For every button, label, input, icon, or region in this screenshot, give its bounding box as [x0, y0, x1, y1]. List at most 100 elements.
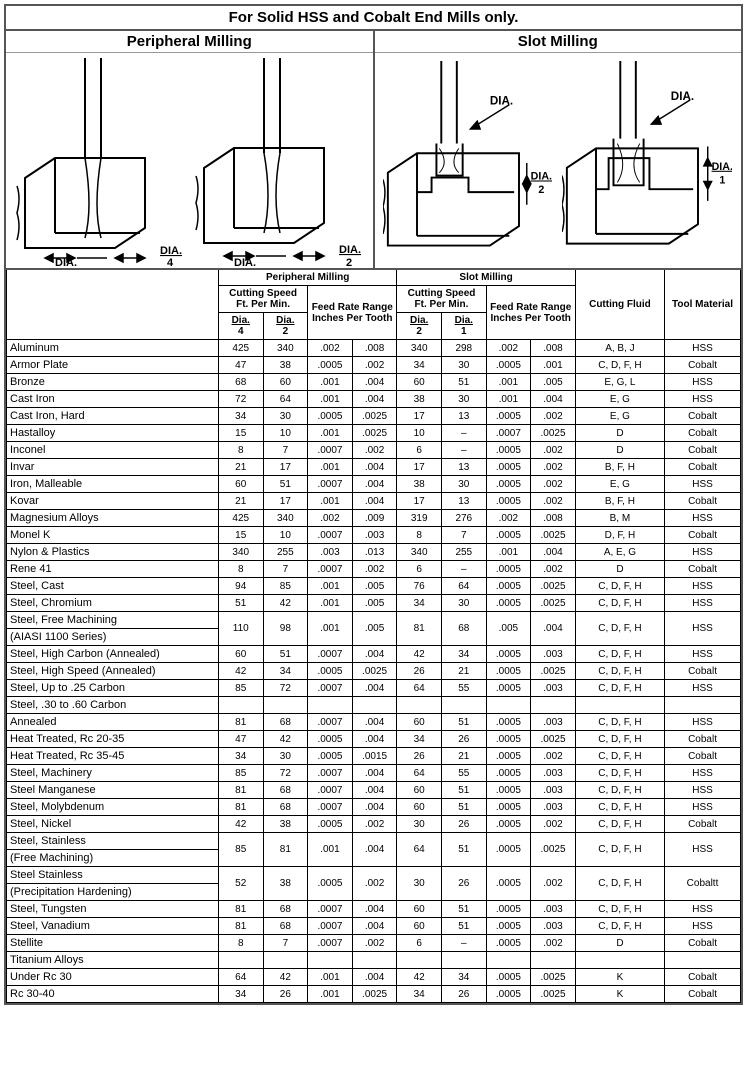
- head-tool: Tool Material: [665, 270, 741, 340]
- table-body: Aluminum425340.002.008340298.002.008A, B…: [7, 340, 741, 1003]
- fluid-cell: C, D, F, H: [575, 357, 664, 374]
- value-cell: 13: [441, 493, 486, 510]
- value-cell: .0005: [486, 833, 531, 867]
- material-cell: Magnesium Alloys: [7, 510, 219, 527]
- fluid-cell: C, D, F, H: [575, 595, 664, 612]
- toolmat-cell: Cobalt: [665, 408, 741, 425]
- value-cell: –: [441, 561, 486, 578]
- head-slot-frr: Feed Rate RangeInches Per Tooth: [486, 286, 575, 340]
- table-row: Titanium Alloys: [7, 952, 741, 969]
- value-cell: 60: [397, 918, 442, 935]
- value-cell: [531, 952, 576, 969]
- value-cell: 26: [441, 867, 486, 901]
- fluid-cell: C, D, F, H: [575, 578, 664, 595]
- value-cell: .002: [352, 442, 397, 459]
- fluid-cell: D: [575, 425, 664, 442]
- value-cell: .002: [531, 561, 576, 578]
- material-cell: Steel, Stainless: [7, 833, 219, 850]
- table-row: Heat Treated, Rc 20-354742.0005.0043426.…: [7, 731, 741, 748]
- material-cell: Bronze: [7, 374, 219, 391]
- value-cell: 68: [441, 612, 486, 646]
- value-cell: 51: [263, 646, 308, 663]
- toolmat-cell: HSS: [665, 612, 741, 646]
- value-cell: 7: [263, 935, 308, 952]
- material-cell: Kovar: [7, 493, 219, 510]
- value-cell: 13: [441, 408, 486, 425]
- value-cell: .002: [486, 510, 531, 527]
- fluid-cell: C, D, F, H: [575, 799, 664, 816]
- value-cell: 55: [441, 680, 486, 697]
- toolmat-cell: HSS: [665, 833, 741, 867]
- value-cell: 6: [397, 442, 442, 459]
- table-row: Steel, Machinery8572.0007.0046455.0005.0…: [7, 765, 741, 782]
- value-cell: .004: [352, 918, 397, 935]
- value-cell: 51: [441, 901, 486, 918]
- value-cell: 68: [263, 901, 308, 918]
- value-cell: [665, 952, 741, 969]
- value-cell: 60: [397, 374, 442, 391]
- value-cell: 17: [263, 459, 308, 476]
- value-cell: .0025: [531, 527, 576, 544]
- fluid-cell: E, G: [575, 391, 664, 408]
- value-cell: 47: [218, 357, 263, 374]
- value-cell: 81: [218, 714, 263, 731]
- value-cell: .0025: [531, 425, 576, 442]
- table-row: Aluminum425340.002.008340298.002.008A, B…: [7, 340, 741, 357]
- value-cell: .0007: [308, 918, 353, 935]
- value-cell: .0005: [486, 442, 531, 459]
- value-cell: [263, 952, 308, 969]
- value-cell: .001: [486, 391, 531, 408]
- value-cell: 425: [218, 510, 263, 527]
- table-row: Kovar2117.001.0041713.0005.002B, F, HCob…: [7, 493, 741, 510]
- material-cell: Cast Iron, Hard: [7, 408, 219, 425]
- value-cell: .0005: [308, 408, 353, 425]
- material-cell: Cast Iron: [7, 391, 219, 408]
- value-cell: .004: [352, 969, 397, 986]
- value-cell: 7: [263, 561, 308, 578]
- material-cell: Steel, Chromium: [7, 595, 219, 612]
- toolmat-cell: HSS: [665, 595, 741, 612]
- value-cell: 51: [441, 714, 486, 731]
- fluid-cell: C, D, F, H: [575, 731, 664, 748]
- toolmat-cell: HSS: [665, 578, 741, 595]
- material-cell: Steel, Cast: [7, 578, 219, 595]
- value-cell: [352, 952, 397, 969]
- value-cell: 51: [441, 799, 486, 816]
- value-cell: 30: [441, 391, 486, 408]
- table-row: Stellite87.0007.0026–.0005.002DCobalt: [7, 935, 741, 952]
- table-row: Iron, Malleable6051.0007.0043830.0005.00…: [7, 476, 741, 493]
- fluid-cell: K: [575, 986, 664, 1003]
- value-cell: .0005: [486, 765, 531, 782]
- value-cell: 10: [397, 425, 442, 442]
- material-cell: Rene 41: [7, 561, 219, 578]
- value-cell: .001: [308, 595, 353, 612]
- value-cell: .0007: [308, 442, 353, 459]
- value-cell: 8: [397, 527, 442, 544]
- value-cell: .001: [308, 391, 353, 408]
- value-cell: .0005: [486, 816, 531, 833]
- value-cell: 15: [218, 527, 263, 544]
- value-cell: 26: [263, 986, 308, 1003]
- value-cell: 26: [397, 663, 442, 680]
- value-cell: .0005: [486, 901, 531, 918]
- value-cell: [218, 952, 263, 969]
- value-cell: .003: [352, 527, 397, 544]
- value-cell: 51: [441, 782, 486, 799]
- value-cell: 68: [263, 918, 308, 935]
- value-cell: 81: [218, 799, 263, 816]
- value-cell: .002: [531, 493, 576, 510]
- fluid-cell: C, D, F, H: [575, 782, 664, 799]
- value-cell: 30: [441, 595, 486, 612]
- peripheral-title: Peripheral Milling: [6, 31, 373, 53]
- material-cell: Monel K: [7, 527, 219, 544]
- value-cell: 60: [397, 799, 442, 816]
- material-cell: Armor Plate: [7, 357, 219, 374]
- value-cell: 110: [218, 612, 263, 646]
- value-cell: 298: [441, 340, 486, 357]
- value-cell: .004: [352, 493, 397, 510]
- value-cell: .0025: [352, 425, 397, 442]
- fluid-cell: B, M: [575, 510, 664, 527]
- value-cell: 34: [218, 408, 263, 425]
- value-cell: 26: [441, 986, 486, 1003]
- value-cell: 7: [263, 442, 308, 459]
